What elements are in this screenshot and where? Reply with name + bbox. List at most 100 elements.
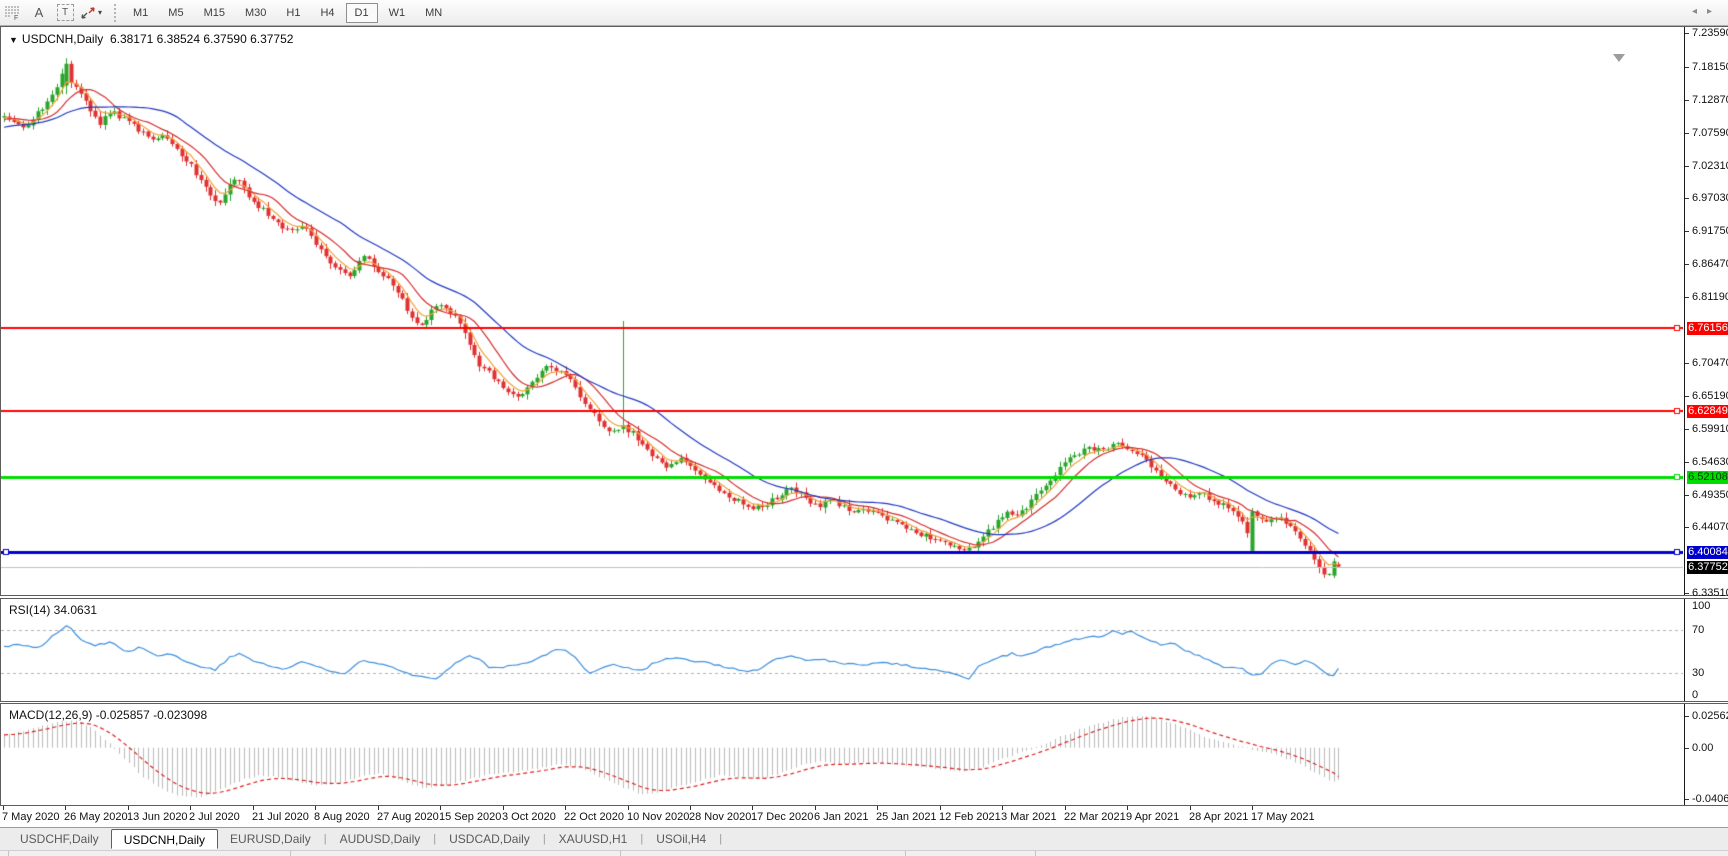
timeframe-m30[interactable]: M30 [244,6,267,19]
date-axis-label: 10 Nov 2020 [627,811,690,823]
price-axis-tick [1685,527,1689,528]
price-axis-label: 7.12870 [1692,94,1728,106]
macd-label: MACD(12,26,9) -0.025857 -0.023098 [9,708,208,722]
date-axis-label: 15 Sep 2020 [439,811,502,823]
price-level-badge: 6.76156 [1687,322,1728,335]
date-axis-label: 28 Nov 2020 [689,811,752,823]
price-axis-tick [1685,462,1689,463]
rsi-label: RSI(14) 34.0631 [9,603,98,617]
price-axis-tick [1685,133,1689,134]
date-axis-tick [1065,806,1066,810]
chart-tab-audusd[interactable]: AUDUSD,Daily [339,832,421,846]
date-axis-tick [315,806,316,810]
macd-axis-tick [1685,716,1689,717]
rsi-plot-canvas[interactable] [1,599,1683,701]
price-axis-tick [1685,593,1689,594]
timeframe-m5[interactable]: M5 [168,6,184,19]
date-axis-label: 12 Feb 2021 [939,811,1001,823]
tab-scroll-right-icon[interactable]: ▸ [1706,6,1722,17]
price-axis-label: 6.70470 [1692,357,1728,369]
price-axis-label: 6.91750 [1692,225,1728,237]
tab-scroll-left-icon[interactable]: ◂ [1691,6,1707,17]
timeframe-h4[interactable]: H4 [320,6,335,19]
tab-divider: | [433,833,437,845]
chart-tab-bar: USDCHF,Daily USDCNH,Daily EURUSD,Daily | AUD… [0,827,1728,850]
status-strip [0,850,1728,856]
macd-axis-tick [1685,799,1689,800]
date-axis-tick [1190,806,1191,810]
date-axis-label: 17 Dec 2020 [751,811,814,823]
date-axis-tick [190,806,191,810]
text-label-icon[interactable]: T [54,3,76,23]
tab-divider: | [640,833,644,845]
quick-trade-arrow-icon[interactable]: ▼ [9,35,18,45]
date-axis-tick [1127,806,1128,810]
timeframe-m1[interactable]: M1 [133,6,149,19]
date-axis-tick [940,806,941,810]
price-level-badge: 6.62849 [1687,405,1728,418]
date-axis-label: 3 Oct 2020 [502,811,556,823]
date-axis-tick [253,806,254,810]
date-axis-tick [128,806,129,810]
text-label-glyph: T [56,4,74,21]
tab-divider: | [719,833,723,845]
timeframe-mn[interactable]: MN [425,6,443,19]
macd-axis: 0.025623 0.00 -0.040687 [1684,704,1728,805]
dotted-grid-f-icon[interactable]: F [2,3,24,23]
price-chart-panel: ▼ USDCNH,Daily 6.38171 6.38524 6.37590 6.… [0,26,1728,599]
date-axis-label: 13 Jun 2020 [127,811,188,823]
chart-tab-usdchf[interactable]: USDCHF,Daily [20,832,99,846]
tab-divider: | [542,833,546,845]
price-plot-canvas[interactable] [1,27,1683,595]
price-axis-label: 6.65190 [1692,390,1728,402]
price-axis-label: 7.23590 [1692,27,1728,39]
macd-plot-canvas[interactable] [1,704,1683,805]
date-axis-label: 25 Jan 2021 [876,811,937,823]
chart-ohlc: 6.38171 6.38524 6.37590 6.37752 [109,32,294,46]
price-axis-tick [1685,67,1689,68]
rsi-panel: RSI(14) 34.0631 100 70 30 0 [0,598,1728,702]
macd-axis-label: -0.040687 [1692,793,1728,805]
chart-tab-usoil[interactable]: USOil,H4 [656,832,707,846]
arrows-icon[interactable]: ▾ [80,3,102,23]
price-axis: 7.23590 7.18150 7.12870 7.07590 7.02310 6.970… [1684,27,1728,599]
chart-tab-usdcad[interactable]: USDCAD,Daily [449,832,530,846]
date-axis-label: 8 Aug 2020 [314,811,370,823]
chevron-down-icon: ▾ [98,8,103,17]
date-axis-tick [565,806,566,810]
timeframe-d1[interactable]: D1 [345,2,378,23]
chart-symbol: USDCNH,Daily [21,32,104,46]
timeframe-w1[interactable]: W1 [388,6,406,19]
timeframe-m15[interactable]: M15 [203,6,225,19]
chart-shift-marker[interactable] [1613,54,1625,62]
date-axis-label: 17 May 2021 [1251,811,1315,823]
font-a-icon[interactable]: A [34,5,44,20]
toolbar-separator [114,3,117,22]
date-axis-label: 28 Apr 2021 [1189,811,1249,823]
date-axis-label: 21 Jul 2020 [252,811,309,823]
tab-divider: | [323,833,327,845]
price-axis-tick [1685,495,1689,496]
price-axis-tick [1685,297,1689,298]
chart-tab-usdcnh[interactable]: USDCNH,Daily [110,828,219,849]
macd-panel: MACD(12,26,9) -0.025857 -0.023098 0.0256… [0,703,1728,806]
date-axis-tick [815,806,816,810]
tab-scroll-arrows[interactable]: ◂▸ [1692,6,1722,17]
date-axis-tick [65,806,66,810]
timeframe-h1[interactable]: H1 [286,6,301,19]
toolbar: F A T ▾ M1 M5 M15 M30 H1 H4 D1 W1 MN [0,0,1728,26]
date-axis-tick [3,806,4,810]
date-axis-tick [1002,806,1003,810]
price-axis-tick [1685,363,1689,364]
price-axis-label: 6.44070 [1692,521,1728,533]
date-axis-tick [1252,806,1253,810]
price-axis-label: 6.33510 [1692,587,1728,599]
date-axis-label: 2 Jul 2020 [189,811,240,823]
chart-tab-xauusd[interactable]: XAUUSD,H1 [558,832,628,846]
chart-tab-eurusd[interactable]: EURUSD,Daily [230,832,311,846]
svg-text:F: F [14,15,18,21]
chart-title: ▼ USDCNH,Daily 6.38171 6.38524 6.37590 6.… [9,32,293,46]
rsi-axis-label: 70 [1692,624,1705,636]
price-axis-label: 6.49350 [1692,489,1728,501]
